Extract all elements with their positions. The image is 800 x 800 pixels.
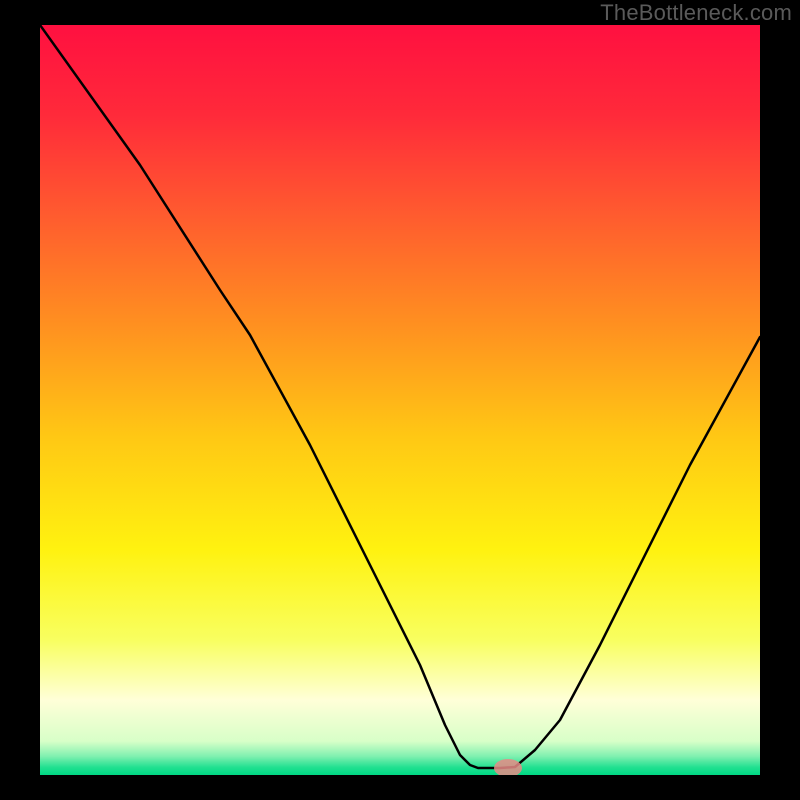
chart-background — [40, 25, 760, 775]
watermark-text: TheBottleneck.com — [600, 0, 792, 26]
bottleneck-chart — [40, 25, 760, 775]
chart-frame: TheBottleneck.com — [0, 0, 800, 800]
